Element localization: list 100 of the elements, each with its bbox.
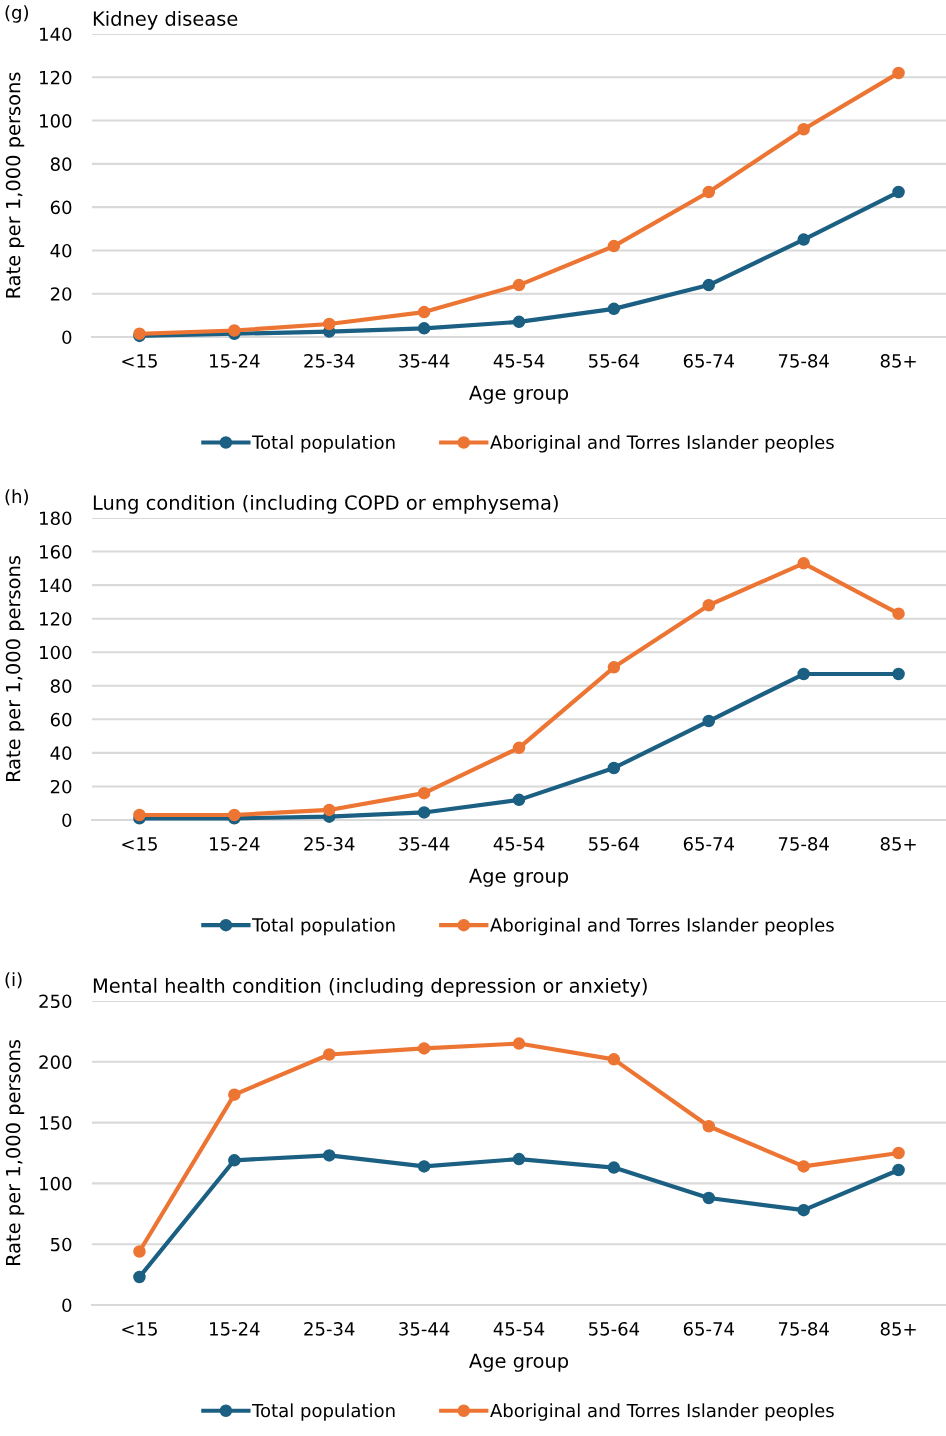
y-tick-label: 60 [50, 200, 72, 215]
point [892, 1146, 905, 1160]
point [892, 185, 905, 199]
legend-label: Aboriginal and Torres Islander peoples [490, 435, 834, 453]
x-tick-label: 55-64 [589, 353, 640, 368]
point [892, 667, 905, 681]
y-tick-label: 20 [50, 287, 72, 301]
point [607, 239, 621, 253]
chart-title: Kidney disease [93, 10, 238, 30]
x-tick-label: 35-44 [399, 353, 450, 368]
x-tick-label: 45-54 [493, 1322, 545, 1336]
x-tick-label: 65-74 [683, 353, 734, 368]
point [607, 302, 621, 316]
x-tick-label: 85+ [880, 1321, 916, 1336]
y-tick-label: 180 [40, 511, 72, 526]
y-tick-label: 40 [50, 243, 72, 258]
y-tick-label: 120 [40, 70, 72, 85]
x-tick-label: 55-64 [589, 1321, 640, 1336]
point [512, 278, 526, 292]
point [607, 1161, 621, 1174]
point [702, 1119, 716, 1133]
point [702, 278, 716, 292]
point [228, 1154, 241, 1167]
y-tick-label: 100 [40, 114, 72, 128]
chart-title: Mental health condition (including depression or anxiety) [93, 977, 647, 997]
point [512, 1152, 526, 1166]
point [702, 185, 716, 199]
legend-label: Aboriginal and Torres Islander peoples [490, 917, 834, 936]
point [892, 607, 905, 620]
x-tick-label: 35-44 [399, 1321, 450, 1336]
x-tick-label: 25-34 [304, 353, 355, 368]
point [133, 1245, 146, 1258]
point [512, 1037, 526, 1050]
x-tick-label: 75-84 [778, 1321, 829, 1336]
x-tick-label: <15 [122, 1322, 157, 1336]
x-axis-title: Age group [469, 868, 569, 887]
point [228, 808, 241, 822]
text: (i) [5, 972, 22, 989]
point [322, 1048, 336, 1061]
point [797, 233, 810, 246]
x-axis-title: Age group [469, 1353, 569, 1372]
y-tick-label: 0 [62, 1298, 72, 1313]
point [417, 1042, 431, 1055]
y-tick-label: 40 [50, 746, 72, 761]
point [133, 808, 146, 822]
y-axis-title: Rate per 1,000 persons [5, 1040, 25, 1266]
y-tick-label: 100 [40, 1176, 72, 1191]
y-tick-label: 250 [39, 994, 72, 1009]
point [417, 305, 431, 319]
point [322, 803, 336, 817]
point [417, 1160, 431, 1173]
point [797, 1203, 810, 1217]
point [607, 761, 621, 775]
y-tick-label: 160 [40, 545, 72, 559]
x-tick-label: <15 [122, 354, 157, 368]
y-axis-title: Rate per 1,000 persons [5, 72, 25, 298]
point [797, 667, 810, 681]
y-tick-label: 0 [62, 330, 72, 345]
y-tick-label: 80 [50, 679, 72, 693]
point [702, 714, 716, 728]
point [797, 1160, 810, 1173]
x-tick-label: 25-34 [304, 1321, 355, 1336]
point [702, 1191, 716, 1205]
point [322, 1149, 336, 1162]
x-tick-label: 45-54 [493, 837, 545, 851]
text: (h) [5, 489, 28, 506]
x-tick-label: 75-84 [778, 836, 829, 851]
y-tick-label: 60 [50, 712, 72, 727]
point [797, 122, 810, 136]
y-tick-label: 20 [50, 779, 72, 794]
y-tick-label: 200 [39, 1055, 72, 1069]
x-tick-label: 45-54 [493, 354, 545, 368]
x-tick-label: 55-64 [589, 836, 640, 851]
point [797, 557, 810, 570]
x-tick-label: 15-24 [210, 1321, 260, 1336]
y-tick-label: 140 [40, 27, 72, 42]
y-tick-label: 150 [40, 1116, 72, 1130]
x-axis-title: Age group [469, 385, 569, 404]
x-tick-label: 75-84 [778, 353, 829, 368]
y-axis-title: Rate per 1,000 persons [5, 556, 25, 782]
y-tick-label: 0 [62, 813, 72, 828]
point [417, 806, 431, 819]
x-tick-label: 85+ [880, 836, 916, 851]
y-tick-label: 140 [40, 578, 72, 593]
x-tick-label: 65-74 [683, 836, 734, 851]
point [607, 1053, 621, 1066]
point [512, 315, 526, 329]
point [512, 741, 526, 755]
point [607, 661, 621, 674]
legend-label: Aboriginal and Torres Islander peoples [490, 1403, 834, 1421]
point [417, 786, 431, 800]
point [892, 66, 905, 80]
y-tick-label: 50 [50, 1237, 72, 1252]
point [322, 317, 336, 331]
y-tick-label: 120 [40, 612, 72, 626]
x-tick-label: <15 [122, 837, 157, 851]
point [702, 598, 716, 612]
x-tick-label: 25-34 [304, 836, 355, 851]
y-tick-label: 100 [40, 645, 72, 660]
point [512, 793, 526, 807]
